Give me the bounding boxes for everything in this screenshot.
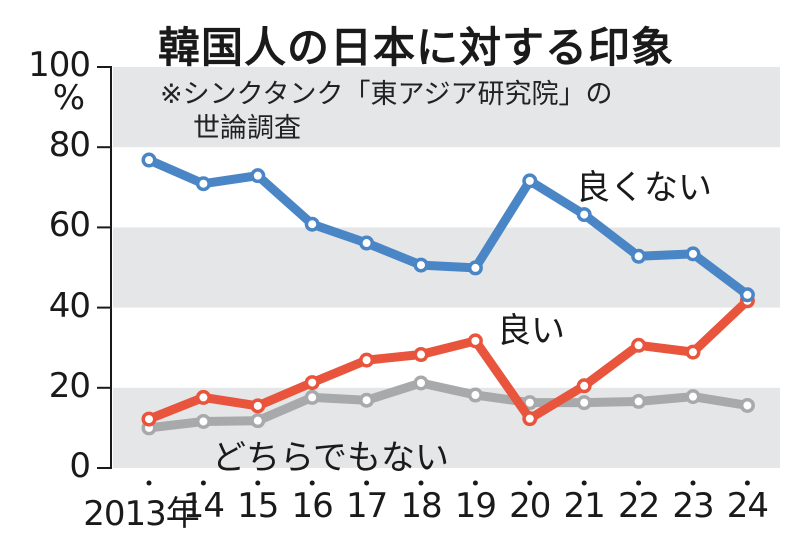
x-tick-label: 24	[726, 486, 769, 526]
data-point-center	[253, 401, 262, 410]
data-point-center	[580, 398, 589, 407]
data-point-center	[308, 220, 317, 229]
data-point-center	[199, 417, 208, 426]
data-point-center	[743, 401, 752, 410]
x-tick-dot	[255, 480, 261, 486]
source-note-line1: ※シンクタンク「東アジア研究院」の	[160, 79, 613, 110]
data-point-center	[199, 393, 208, 402]
series-bad	[141, 152, 755, 303]
y-tick-label: 80	[48, 125, 91, 166]
data-point-center	[525, 176, 534, 185]
series-label-good: 良い	[497, 311, 565, 351]
data-point-center	[199, 179, 208, 188]
x-tick-label: 16	[291, 486, 334, 526]
data-point-center	[689, 392, 697, 401]
source-note: ※シンクタンク「東アジア研究院」の 世論調査	[160, 78, 612, 146]
x-tick-label: 23	[672, 486, 714, 526]
y-axis	[97, 66, 112, 469]
x-tick-dot	[472, 480, 478, 486]
series-line	[144, 155, 752, 300]
x-tick-dot	[744, 480, 750, 486]
grid-band	[113, 67, 780, 148]
data-point-center	[362, 356, 371, 365]
data-point-center	[580, 210, 589, 219]
y-unit-label: %	[52, 78, 85, 118]
data-point-center	[308, 378, 317, 387]
x-tick-dot	[690, 480, 696, 486]
x-tick-label: 20	[509, 486, 551, 526]
x-tick-dot	[636, 480, 642, 486]
data-point-center	[634, 397, 643, 406]
y-tick-label: 60	[48, 205, 91, 246]
data-series	[141, 152, 755, 436]
x-tick-label: 19	[454, 486, 497, 526]
x-tick-dot	[581, 480, 587, 486]
x-tick-label: 14	[182, 486, 225, 526]
data-point-center	[525, 398, 534, 407]
data-point-center	[743, 290, 752, 299]
data-point-center	[362, 239, 371, 248]
y-tick-label: 20	[48, 365, 91, 406]
data-point-center	[471, 336, 480, 345]
x-tick-dot	[418, 480, 424, 486]
data-point-center	[253, 171, 262, 180]
x-tick-dot	[309, 480, 315, 486]
x-tick-dot	[364, 480, 370, 486]
x-tick-dot	[146, 480, 152, 486]
series-label-bad: 良くない	[576, 168, 712, 208]
data-point-center	[417, 378, 425, 387]
x-axis-tick-dots	[146, 480, 750, 486]
x-tick-label: 15	[237, 486, 279, 526]
x-tick-label: 17	[345, 486, 388, 526]
x-tick-label: 2013年	[83, 494, 200, 534]
y-tick-label: 40	[48, 285, 91, 326]
data-point-center	[308, 393, 317, 402]
data-point-center	[145, 415, 153, 424]
data-point-center	[689, 249, 697, 258]
chart-title: 韓国人の日本に対する印象	[158, 23, 675, 72]
data-point-center	[417, 350, 425, 359]
data-point-center	[471, 391, 480, 400]
data-point-center	[362, 396, 371, 405]
series-label-neutral: どちらでもない	[212, 438, 449, 478]
data-point-center	[525, 414, 534, 423]
series-good	[141, 293, 755, 427]
series-line	[144, 378, 752, 433]
data-point-center	[634, 252, 643, 261]
data-point-center	[689, 348, 697, 357]
x-tick-dot	[200, 480, 206, 486]
y-tick-label: 100	[28, 45, 91, 85]
data-point-center	[634, 341, 643, 350]
y-tick-label: 0	[69, 446, 91, 486]
data-point-center	[580, 381, 589, 390]
x-tick-dot	[527, 480, 533, 486]
source-note-line2: 世論調査	[193, 113, 301, 144]
data-point-center	[253, 416, 262, 425]
series-line	[144, 296, 752, 424]
x-tick-label: 22	[617, 486, 660, 526]
x-tick-label: 21	[563, 486, 606, 526]
data-point-center	[417, 261, 425, 270]
data-point-center	[145, 156, 153, 165]
x-tick-label: 18	[400, 486, 442, 526]
data-point-center	[471, 263, 480, 272]
